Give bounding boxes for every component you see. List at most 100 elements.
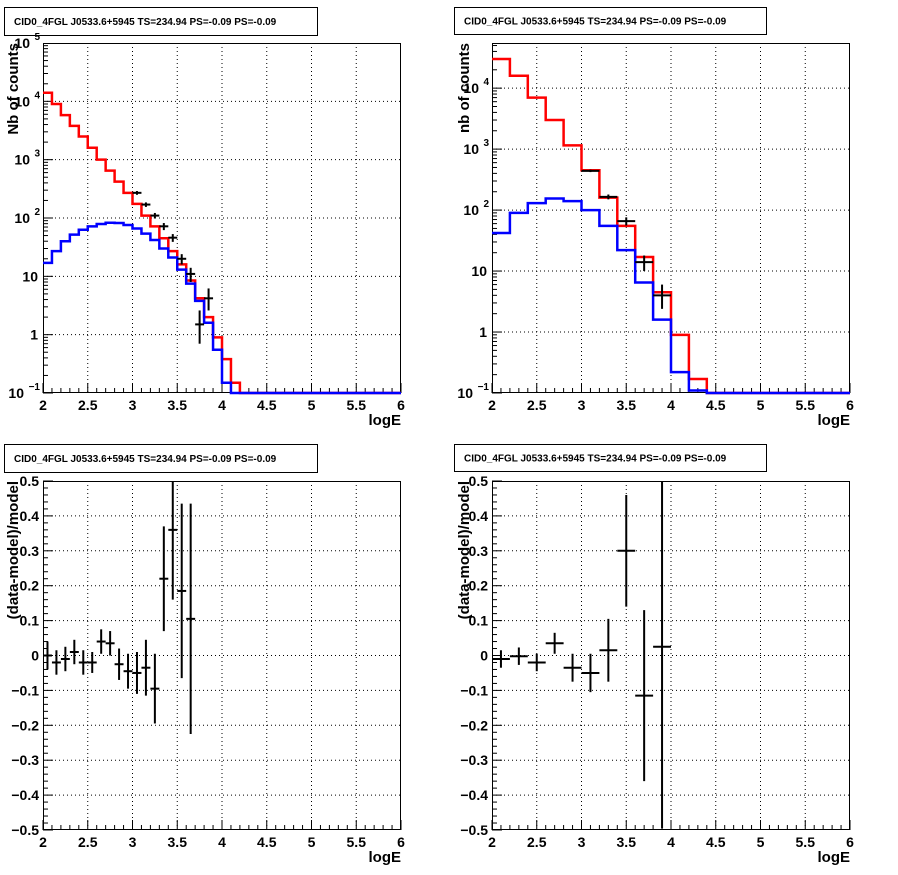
x-tick-label: 3.5 — [617, 397, 637, 413]
y-tick-exponent: 5 — [34, 32, 40, 43]
x-tick-label: 2 — [488, 397, 496, 413]
y-tick-label: 5 10 — [14, 32, 40, 51]
y-tick-base: 10 — [463, 141, 479, 157]
y-tick-label: 1 — [479, 324, 487, 340]
y-tick-base: 10 — [14, 93, 30, 109]
x-tick-label: 4.5 — [257, 834, 277, 850]
data-point — [150, 212, 160, 219]
x-tick-label: 3 — [129, 834, 137, 850]
panel-counts-fine: CID0_4FGL J0533.6+5945 TS=234.94 PS=-0.0… — [4, 7, 405, 429]
data-point — [545, 632, 564, 654]
x-tick-label: 2 — [488, 834, 496, 850]
data-point — [186, 267, 196, 282]
y-tick-exponent: 2 — [483, 199, 489, 210]
y-tick-exponent: 3 — [483, 138, 489, 149]
panel-residuals-fine: CID0_4FGL J0533.6+5945 TS=234.94 PS=-0.0… — [4, 444, 405, 866]
y-tick-exponent: 3 — [34, 149, 40, 160]
x-tick-label: 6 — [397, 397, 405, 413]
x-tick-label: 3.5 — [617, 834, 637, 850]
data-point — [114, 648, 124, 680]
data-points — [132, 191, 214, 344]
data-point — [87, 652, 97, 673]
y-tick-base: 10 — [14, 152, 30, 168]
y-tick-base: 10 — [14, 210, 30, 226]
y-axis-label: nb of counts — [456, 43, 473, 133]
grid — [43, 481, 401, 830]
model-source-histogram — [43, 221, 401, 395]
panel-residuals-coarse: CID0_4FGL J0533.6+5945 TS=234.94 PS=-0.0… — [454, 444, 854, 866]
data-points — [43, 481, 196, 735]
y-tick-base: 1 — [479, 324, 487, 340]
y-tick-label: −0.4 — [11, 787, 39, 803]
title-box — [4, 7, 318, 36]
x-tick-label: 5 — [308, 397, 316, 413]
x-axis-label: logE — [369, 412, 402, 429]
data-point — [132, 652, 142, 694]
y-tick-exponent: 4 — [483, 77, 489, 88]
x-tick-label: 5.5 — [347, 834, 367, 850]
x-axis-label: logE — [818, 412, 851, 429]
y-tick-label: 0.5 — [20, 473, 40, 489]
data-point — [78, 650, 88, 675]
y-tick-label: 2 10 — [463, 199, 489, 218]
x-tick-label: 4 — [218, 397, 226, 413]
y-tick-exponent: 2 — [34, 207, 40, 218]
data-point — [617, 494, 636, 607]
x-tick-label: 2.5 — [78, 397, 98, 413]
x-tick-label: 5.5 — [796, 397, 816, 413]
y-tick-label: 1 — [30, 327, 38, 343]
y-tick-label: 0.1 — [469, 613, 489, 629]
y-axis-label: Nb of counts — [5, 43, 22, 135]
x-axis-label: logE — [369, 849, 402, 866]
x-tick-label: 4.5 — [257, 397, 277, 413]
model-total-histogram — [43, 91, 401, 395]
y-tick-label: 10 — [22, 268, 38, 284]
y-tick-label: −0.4 — [460, 787, 488, 803]
y-tick-label: 0.5 — [469, 473, 489, 489]
y-tick-label: 4 10 — [14, 90, 40, 109]
data-point — [653, 481, 671, 829]
x-tick-label: 4.5 — [706, 834, 726, 850]
data-point — [159, 526, 169, 632]
y-tick-label: 3 10 — [14, 149, 40, 168]
y-tick-label: −0.2 — [11, 717, 39, 733]
data-points — [492, 481, 671, 829]
y-tick-base: 10 — [463, 80, 479, 96]
title-box — [454, 7, 767, 35]
y-tick-label: 0.1 — [20, 613, 40, 629]
data-point — [96, 629, 106, 654]
data-point — [177, 254, 187, 265]
title-box — [454, 444, 767, 472]
y-tick-label: −0.5 — [460, 822, 488, 838]
y-tick-base: 10 — [471, 263, 487, 279]
y-tick-base: 10 — [463, 202, 479, 218]
x-tick-label: 3 — [578, 397, 586, 413]
x-tick-label: 3 — [129, 397, 137, 413]
data-point — [492, 650, 510, 668]
data-point — [617, 217, 636, 226]
data-point — [635, 255, 654, 272]
grid — [492, 481, 850, 830]
y-tick-exponent: −1 — [29, 382, 41, 393]
y-tick-exponent: −1 — [478, 382, 490, 393]
y-tick-label: −0.3 — [460, 752, 488, 768]
x-tick-label: 5 — [757, 397, 765, 413]
data-point — [132, 191, 142, 195]
data-point — [186, 503, 196, 735]
data-point — [105, 631, 115, 656]
x-tick-label: 3.5 — [168, 397, 188, 413]
data-point — [51, 650, 61, 675]
chart-title: CID0_4FGL J0533.6+5945 TS=234.94 PS=-0.0… — [464, 454, 727, 465]
data-point — [141, 639, 151, 696]
y-tick-label: 4 10 — [463, 77, 489, 96]
data-point — [168, 234, 178, 242]
y-axis-label: (data-model)/model — [456, 481, 473, 619]
y-tick-label: −0.1 — [460, 682, 488, 698]
data-point — [581, 169, 600, 173]
y-tick-label: 0.4 — [469, 508, 489, 524]
data-point — [635, 610, 654, 782]
data-point — [177, 503, 187, 679]
data-point — [509, 647, 528, 665]
x-tick-label: 5.5 — [347, 397, 367, 413]
